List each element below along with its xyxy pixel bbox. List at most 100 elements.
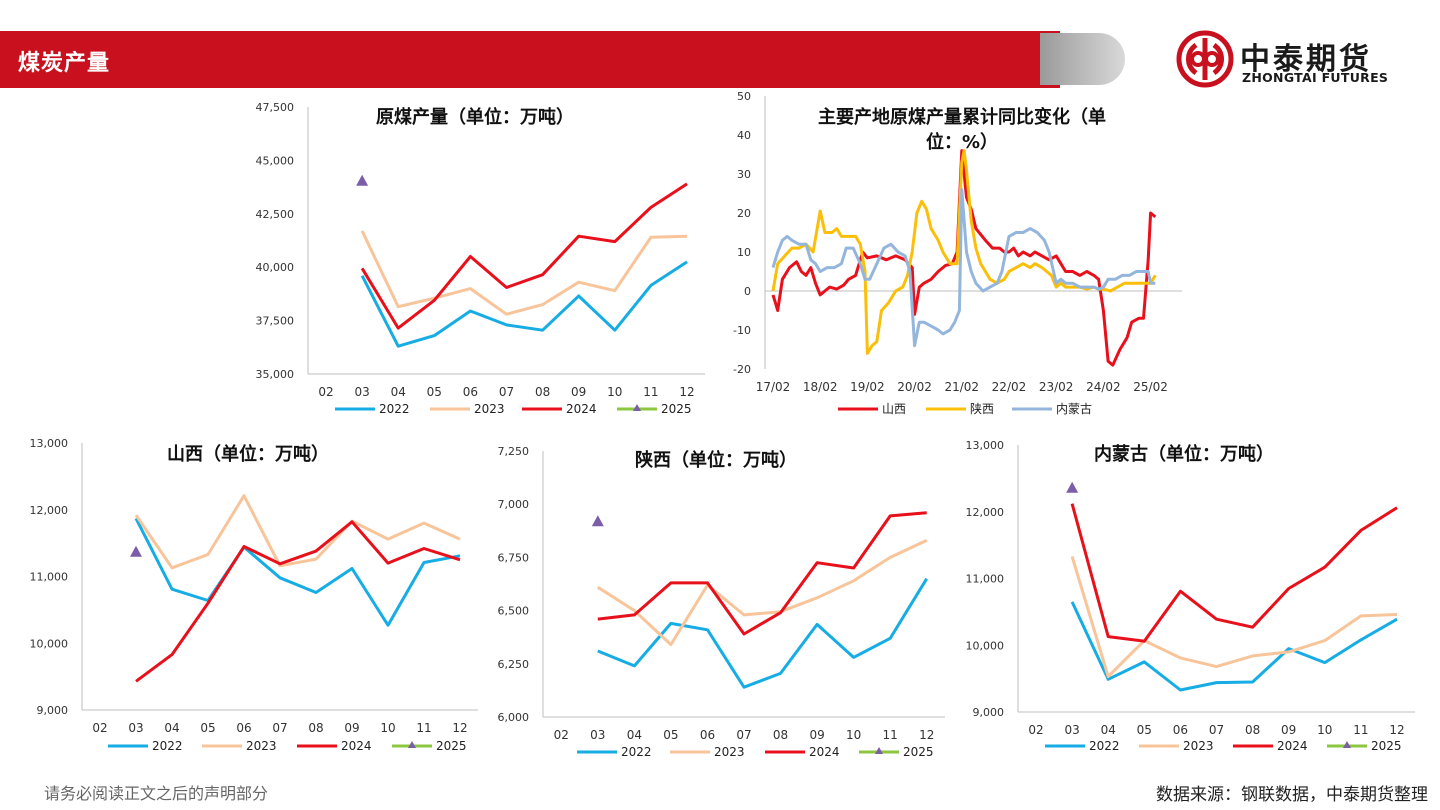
- x-tick-label: 08: [535, 385, 550, 399]
- x-tick-label: 20/02: [897, 380, 932, 394]
- y-tick-label: 11,000: [966, 573, 1005, 586]
- y-tick-label: 30: [737, 168, 751, 181]
- x-tick-label: 02: [1028, 723, 1043, 737]
- series-line-山西: [771, 149, 1157, 367]
- x-tick-label: 09: [809, 728, 824, 742]
- x-tick-label: 09: [571, 385, 586, 399]
- x-tick-label: 09: [1281, 723, 1296, 737]
- x-tick-label: 02: [318, 385, 333, 399]
- y-tick-label: 40,000: [256, 261, 295, 274]
- data-point-2025: [356, 174, 369, 186]
- x-tick-label: 17/02: [756, 380, 791, 394]
- y-tick-label: 42,500: [256, 208, 295, 221]
- x-tick-label: 02: [92, 721, 107, 735]
- legend-label: 2023: [246, 739, 277, 753]
- y-tick-label: 6,750: [498, 551, 530, 564]
- legend-label: 2024: [566, 402, 597, 416]
- series-line-2022: [1070, 601, 1398, 692]
- y-tick-label: 0: [744, 285, 751, 298]
- legend-label: 2023: [1183, 739, 1214, 753]
- y-tick-label: 9,000: [37, 704, 69, 717]
- y-tick-label: -10: [733, 324, 751, 337]
- header-bar: [0, 31, 1060, 88]
- chart-title: 位：%）: [926, 131, 998, 153]
- x-tick-label: 22/02: [992, 380, 1027, 394]
- y-tick-label: 11,000: [30, 571, 69, 584]
- x-tick-label: 12: [452, 721, 467, 735]
- legend-label: 2022: [379, 402, 410, 416]
- y-tick-label: 12,000: [30, 504, 69, 517]
- legend-label: 2025: [1371, 739, 1402, 753]
- legend-label: 2025: [903, 745, 934, 759]
- x-tick-label: 07: [272, 721, 287, 735]
- series-line-2022: [360, 260, 688, 348]
- legend-label: 2022: [1089, 739, 1120, 753]
- series-line-2023: [596, 539, 928, 647]
- x-tick-label: 05: [427, 385, 442, 399]
- x-tick-label: 07: [1209, 723, 1224, 737]
- x-tick-label: 06: [1173, 723, 1188, 737]
- x-tick-label: 07: [499, 385, 514, 399]
- header-bar-shadow: [1040, 33, 1125, 85]
- x-tick-label: 25/02: [1133, 380, 1168, 394]
- x-tick-label: 03: [590, 728, 605, 742]
- x-tick-label: 21/02: [944, 380, 979, 394]
- legend-label: 2024: [1277, 739, 1308, 753]
- legend-label: 内蒙古: [1056, 401, 1092, 416]
- x-tick-label: 06: [463, 385, 478, 399]
- y-tick-label: 20: [737, 207, 751, 220]
- x-tick-label: 09: [344, 721, 359, 735]
- data-point-2025: [1066, 481, 1079, 493]
- x-tick-label: 04: [1101, 723, 1116, 737]
- y-tick-label: 10: [737, 246, 751, 259]
- x-tick-label: 23/02: [1039, 380, 1074, 394]
- y-tick-label: 10,000: [966, 639, 1005, 652]
- legend-marker-2025: [633, 404, 641, 411]
- legend-label: 2025: [436, 739, 467, 753]
- data-point-2025: [591, 515, 604, 527]
- x-tick-label: 11: [416, 721, 431, 735]
- legend-label: 2024: [809, 745, 840, 759]
- x-tick-label: 12: [1389, 723, 1404, 737]
- x-tick-label: 03: [1064, 723, 1079, 737]
- y-tick-label: 40: [737, 129, 751, 142]
- legend-label: 2022: [621, 745, 652, 759]
- disclaimer-text: 请务必阅读正文之后的声明部分: [44, 784, 269, 803]
- legend-label: 2023: [474, 402, 505, 416]
- x-tick-label: 10: [380, 721, 395, 735]
- x-tick-label: 06: [700, 728, 715, 742]
- x-tick-label: 10: [1317, 723, 1332, 737]
- legend-label: 2024: [341, 739, 372, 753]
- x-tick-label: 11: [1353, 723, 1368, 737]
- series-line-2024: [360, 182, 688, 330]
- x-tick-label: 03: [354, 385, 369, 399]
- x-tick-label: 12: [919, 728, 934, 742]
- y-tick-label: 6,250: [498, 658, 530, 671]
- chart-regional: 主要产地原煤产量累计同比变化（单位：%） -20 -10 0 10 20 30 40 50 17/…: [733, 90, 1182, 416]
- legend-marker-2025: [408, 741, 416, 748]
- y-tick-label: 37,500: [256, 315, 295, 328]
- chart-title: 陕西（单位：万吨）: [635, 449, 797, 471]
- legend-label: 陕西: [970, 401, 994, 416]
- chart-shanxi: 山西（单位：万吨） 9,000 10,000 11,000 12,000 13,000 02…: [30, 437, 478, 753]
- legend-marker-2025: [875, 747, 883, 754]
- chart-title: 主要产地原煤产量累计同比变化（单: [818, 106, 1106, 128]
- data-point-2025: [130, 545, 142, 557]
- page-title: 煤炭产量: [18, 51, 111, 76]
- series-line-2024: [597, 511, 927, 636]
- x-tick-label: 11: [883, 728, 898, 742]
- y-tick-label: 35,000: [256, 368, 295, 381]
- series-line-内蒙古: [771, 188, 1156, 348]
- legend-label: 山西: [882, 402, 906, 416]
- x-tick-label: 19/02: [850, 380, 885, 394]
- legend-label: 2025: [661, 402, 692, 416]
- y-tick-label: 13,000: [966, 439, 1005, 452]
- series-line-陕西: [771, 149, 1157, 355]
- logo-icon: [1176, 30, 1234, 88]
- y-tick-label: 13,000: [30, 437, 69, 450]
- y-tick-label: 10,000: [30, 637, 69, 650]
- x-tick-label: 18/02: [803, 380, 838, 394]
- series-line-2023: [360, 230, 688, 316]
- chart-raw: 原煤产量（单位：万吨） 35,000 37,500 40,000 42,500 45,00…: [256, 101, 705, 416]
